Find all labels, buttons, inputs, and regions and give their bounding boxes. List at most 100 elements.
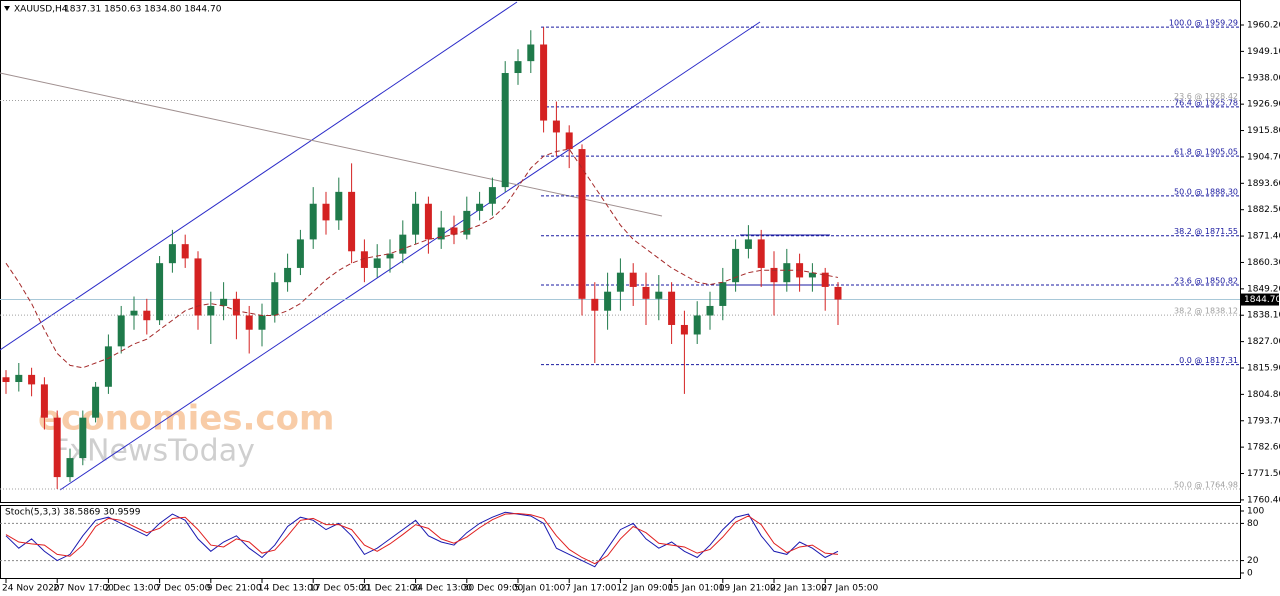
x-tick-label: 22 Jan 13:00 [770,584,827,594]
fib-label: 0.0 @ 1817.31 [1179,356,1238,365]
y-tick-label: 1882.50 [1247,205,1280,215]
candle-body [373,258,381,268]
candle-body [207,305,215,316]
candle-body [501,73,509,188]
y-tick-label: 1938.00 [1247,73,1280,83]
candle-body [463,210,471,235]
fib-label: 76.4 @ 1925.78 [1174,98,1238,107]
fib-label: 38.2 @ 1838.12 [1174,307,1238,316]
x-tick-label: 5 Jan 01:00 [514,584,566,594]
x-tick-label: 24 Dec 13:00 [412,584,473,594]
candle-body [527,44,535,62]
candle-body [53,417,61,478]
candle-body [578,149,586,299]
fib-label: 100.0 @ 1959.29 [1169,19,1238,28]
stoch-frame [0,505,1241,579]
y-tick-label: 100 [1247,507,1264,517]
x-tick-label: 30 Dec 09:00 [463,584,524,594]
candle-body [514,61,522,74]
y-tick-label: 1782.60 [1247,443,1280,453]
y-tick-label: 1860.30 [1247,258,1280,268]
candle-body [783,263,791,283]
last-price-label: 1844.70 [1244,295,1280,305]
y-tick-label: 1926.90 [1247,100,1280,110]
candle-body [92,386,100,418]
candle-body [424,203,432,240]
candle-body [156,263,164,321]
candle-body [322,203,330,221]
candle-body [168,244,176,264]
x-tick-label: 15 Jan 01:00 [668,584,725,594]
candle-body [386,253,394,259]
candle-body [79,417,87,459]
y-tick-label: 1838.10 [1247,311,1280,321]
x-tick-label: 27 Jan 05:00 [821,584,878,594]
candle-body [309,203,317,240]
y-tick-label: 1827.00 [1247,337,1280,347]
candle-body [834,286,842,300]
candle-body [66,458,74,478]
candle-body [437,227,445,240]
candle-body [821,272,829,287]
fib-label: 50.0 @ 1888.30 [1174,187,1238,196]
candle-body [450,227,458,235]
candle-body [348,191,356,252]
fib-label: 50.0 @ 1764.98 [1174,481,1238,490]
fib-label: 23.6 @ 1928.42 [1174,92,1238,101]
candle-body [2,377,10,383]
y-tick-label: 1949.10 [1247,47,1280,57]
candle-body [770,267,778,283]
moving-average [5,148,839,369]
candle-body [591,298,599,311]
y-tick-label: 1915.80 [1247,126,1280,136]
x-tick-label: 12 Jan 09:00 [616,584,673,594]
ohlc-header: 1837.31 1850.63 1834.80 1844.70 [64,5,222,15]
candle-body [181,244,189,259]
candle-body [412,203,420,235]
candle-body [194,258,202,316]
menu-arrow[interactable] [4,6,10,11]
y-tick-label: 80 [1247,519,1259,529]
y-tick-label: 0 [1247,568,1253,578]
channel-lower [59,21,761,491]
fib-label: 38.2 @ 1871.55 [1174,227,1238,236]
y-tick-label: 1893.60 [1247,179,1280,189]
candle-body [28,374,36,385]
symbol-title: XAUUSD,H4 [14,5,68,15]
candle-body [360,251,368,268]
candle-body [40,384,48,418]
candle-body [552,120,560,133]
candle-body [488,187,496,204]
candle-body [476,203,484,211]
y-tick-label: 1815.90 [1247,363,1280,373]
candle-body [732,248,740,283]
candle-body [540,44,548,121]
candle-body [130,310,138,316]
candle-body [15,374,23,383]
candle-body [668,291,676,325]
stoch-line [5,512,839,565]
candle-body [284,267,292,283]
x-tick-label: 24 Nov 2020 [2,584,60,594]
candle-body [117,315,125,347]
y-tick-label: 1904.70 [1247,152,1280,162]
candle-body [296,239,304,268]
trend-line [0,72,663,217]
candle-body [399,234,407,254]
x-tick-label: 19 Jan 21:00 [719,584,776,594]
channel-upper [0,1,518,351]
candle-body [808,272,816,278]
fib-label: 23.6 @ 1850.82 [1174,276,1238,285]
y-tick-label: 1960.20 [1247,21,1280,31]
candle-body [680,324,688,335]
x-tick-label: 17 Dec 05:00 [309,584,370,594]
candle-body [642,286,650,299]
x-tick-label: 27 Nov 17:00 [53,584,114,594]
candle-body [232,298,240,316]
y-tick-label: 20 [1247,556,1259,566]
last-price-box [1241,293,1279,306]
candle-body [220,298,228,306]
candle-body [706,305,714,316]
y-tick-label: 1771.50 [1247,469,1280,479]
